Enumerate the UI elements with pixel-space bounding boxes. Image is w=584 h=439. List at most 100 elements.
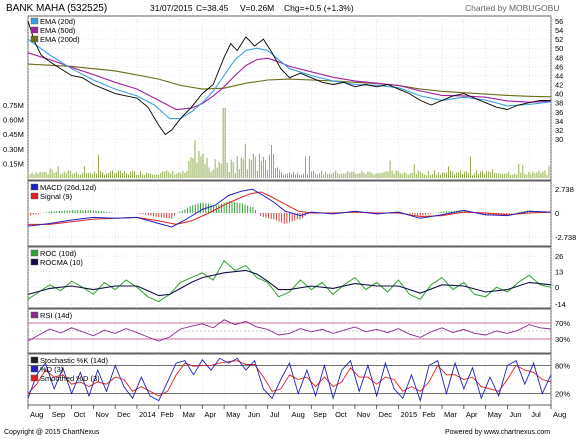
price-tick-label: 38 (555, 99, 563, 108)
x-tick-label: Jul (270, 410, 280, 419)
price-tick-label: 56 (555, 17, 563, 26)
chart-volume: V=0.26M (240, 3, 274, 13)
x-tick-label: Jul (531, 410, 541, 419)
rsi-tick-label: 30% (555, 335, 570, 344)
x-tick-label: Sep (313, 410, 326, 419)
stochastic-k-line (27, 357, 552, 403)
volume-tick-label: 0.45M (3, 130, 24, 139)
price-tick-label: 54 (555, 26, 563, 35)
x-tick-label: Nov (95, 410, 109, 419)
legend-label: MACD (26d,12d) (40, 183, 97, 192)
x-tick-label: Apr (466, 410, 478, 419)
roc-panel: 26 13 0 -14 ROC (10d)ROCMA (10) (27, 246, 566, 309)
x-axis: Aug Sep Oct Nov Dec 2014 Feb Mar Apr May Jun Jul Aug… (27, 405, 566, 419)
rsi-panel: 70% 30% RSI (14d) (27, 308, 570, 354)
rsi-tick-label: 70% (555, 319, 570, 328)
legend-label: ROC (10d) (40, 249, 77, 258)
x-tick-label: Dec (117, 410, 131, 419)
volume-tick-label: 0.75M (3, 101, 24, 110)
legend-label: EMA (50d) (40, 26, 76, 35)
price-tick-label: 32 (555, 126, 563, 135)
roc-tick-label: 13 (555, 268, 563, 277)
ema-200-line (27, 63, 552, 98)
x-tick-label: 2015 (400, 410, 417, 419)
roc-tick-label: -14 (555, 300, 566, 309)
price-tick-label: 34 (555, 117, 563, 126)
x-tick-label: Oct (74, 410, 87, 419)
volume-tick-label: 0.60M (3, 116, 24, 125)
x-tick-label: Dec (379, 410, 393, 419)
price-tick-label: 52 (555, 35, 563, 44)
macd-tick-label: 2.738 (555, 185, 574, 194)
x-tick-label: Jun (248, 410, 260, 419)
legend-swatch (30, 35, 39, 43)
macd-panel: 2.738 0 -2.738 MACD (26d,12d)Signal (9) (27, 180, 576, 247)
roc-line (27, 260, 552, 303)
price-tick-label: 30 (555, 135, 563, 144)
legend-swatch (30, 249, 39, 257)
price-tick-label: 44 (555, 71, 563, 80)
price-tick-label: 50 (555, 44, 563, 53)
legend-swatch (30, 17, 39, 25)
price-tick-label: 48 (555, 53, 563, 62)
x-tick-label: Feb (422, 410, 435, 419)
volume-tick-label: 0.30M (3, 145, 24, 154)
legend-swatch (30, 192, 39, 200)
rsi-line (27, 319, 552, 342)
x-tick-label: May (226, 410, 240, 419)
legend-label: Smoothed %D (3) (40, 374, 100, 383)
legend-swatch (30, 374, 39, 382)
x-tick-label: May (488, 410, 502, 419)
macd-tick-label: -2.738 (555, 233, 576, 242)
x-tick-label: Aug (30, 410, 43, 419)
x-tick-label: Aug (553, 410, 566, 419)
legend-label: Stochastic %K (14d) (40, 356, 108, 365)
chart-credit: Charted by MOBUGOBU (465, 3, 559, 13)
price-tick-label: 36 (555, 108, 563, 117)
x-tick-label: Jun (509, 410, 521, 419)
stochastic-tick-label: 80% (555, 361, 570, 370)
stochastic-d-line (27, 360, 552, 397)
footer-copyright: Copyright @ 2015 ChartNexus (4, 429, 100, 436)
price-tick-label: 46 (555, 62, 563, 71)
legend-label: EMA (200d) (40, 35, 80, 44)
x-tick-label: Sep (52, 410, 65, 419)
x-tick-label: Feb (161, 410, 174, 419)
volume-tick-label: 0.15M (3, 159, 24, 168)
legend-swatch (30, 26, 39, 34)
x-tick-label: Nov (357, 410, 371, 419)
macd-line (27, 188, 552, 228)
x-tick-label: Mar (183, 410, 196, 419)
chart-date: 31/07/2015 (150, 3, 193, 13)
x-tick-label: 2014 (139, 410, 156, 419)
legend-swatch (30, 183, 39, 191)
x-tick-label: Aug (292, 410, 305, 419)
stochastic-panel: 80% 20% Stochastic %K (14d)%D (3)Smoothed … (27, 353, 570, 406)
legend-label: Signal (9) (40, 192, 73, 201)
price-tick-label: 42 (555, 81, 563, 90)
legend-label: %D (3) (40, 365, 64, 374)
legend-swatch (30, 356, 39, 364)
rocma-line (27, 269, 552, 297)
legend-label: RSI (14d) (40, 311, 73, 320)
price-line (27, 20, 552, 136)
footer-powered: Powered by www.chartnexus.com (445, 429, 550, 436)
x-tick-label: Oct (335, 410, 348, 419)
ema-50-line (27, 52, 552, 111)
x-tick-label: Apr (204, 410, 216, 419)
roc-tick-label: 26 (555, 252, 563, 261)
chart-change: Chg=+0.5 (+1.3%) (284, 3, 354, 13)
macd-tick-label: 0 (555, 209, 559, 218)
price-tick-label: 40 (555, 90, 563, 99)
chart-close: C=38.45 (196, 3, 229, 13)
legend-swatch (30, 365, 39, 373)
x-tick-label: Mar (444, 410, 457, 419)
legend-swatch (30, 311, 39, 319)
legend-label: EMA (20d) (40, 17, 76, 26)
stochastic-tick-label: 20% (555, 390, 570, 399)
chart-symbol: BANK MAHA (532525) (6, 3, 107, 14)
legend-swatch (30, 258, 39, 266)
roc-tick-label: 0 (555, 283, 559, 292)
